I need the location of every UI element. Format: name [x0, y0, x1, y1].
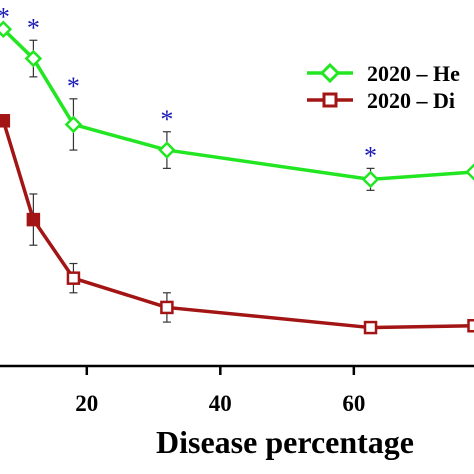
significance-star: *	[364, 141, 377, 170]
data-point-diamond	[361, 170, 380, 189]
data-point-diamond	[24, 49, 43, 68]
x-tick-label: 40	[209, 391, 232, 416]
data-point-square	[467, 318, 474, 333]
data-point-square	[0, 114, 11, 128]
x-tick-label: 20	[75, 391, 98, 416]
x-axis-ticks: 20 40 60	[75, 366, 365, 416]
series-di	[0, 114, 474, 335]
data-point-diamond	[158, 141, 176, 159]
legend: 2020 – He 2020 – Di	[307, 61, 460, 113]
data-point-square	[66, 271, 81, 285]
series-he: * * * * *	[0, 2, 474, 191]
legend-label-di: 2020 – Di	[367, 88, 455, 113]
significance-star: *	[67, 72, 80, 101]
series-line	[2, 28, 474, 182]
data-point-diamond	[0, 20, 13, 39]
legend-marker-di	[322, 92, 338, 108]
x-tick-label: 60	[342, 391, 365, 416]
series-layer: * * * * *	[0, 2, 474, 335]
legend-marker-he	[319, 62, 341, 84]
significance-star: *	[27, 13, 40, 42]
data-point-square	[363, 320, 378, 335]
significance-star: *	[0, 2, 10, 31]
data-point-diamond	[64, 115, 83, 134]
legend-label-he: 2020 – He	[367, 61, 460, 86]
significance-star: *	[160, 105, 173, 134]
data-point-square	[160, 300, 174, 315]
x-axis-title: Disease percentage	[156, 424, 414, 460]
data-point-square	[26, 212, 41, 227]
plot-area: 20 40 60 * * * * *	[0, 2, 474, 416]
series-line	[1, 120, 474, 330]
data-point-diamond	[465, 163, 474, 181]
